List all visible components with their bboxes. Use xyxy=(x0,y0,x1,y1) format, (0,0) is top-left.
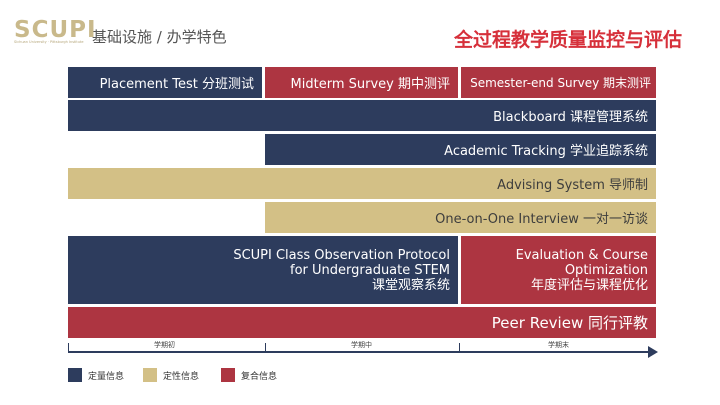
bar-label-line1: Evaluation & Course xyxy=(515,247,648,263)
section-title: 基础设施 / 办学特色 xyxy=(92,28,227,46)
phase-start-label: 学期初 xyxy=(154,341,175,349)
bar-evaluation-optimization: Evaluation & Course Optimization 年度评估与课程… xyxy=(461,236,656,304)
semester-timeline: 学期初 学期中 学期末 xyxy=(68,341,658,358)
legend-swatch xyxy=(68,368,82,382)
bar-label-line1: SCUPI Class Observation Protocol xyxy=(233,247,450,263)
bar-label: Placement Test 分班测试 xyxy=(99,77,254,92)
phase-end-label: 学期末 xyxy=(548,341,569,349)
scupi-logo: SCUPI Sichuan University · Pittsburgh In… xyxy=(14,17,97,46)
bar-advising-system: Advising System 导师制 xyxy=(68,168,656,199)
header: SCUPI Sichuan University · Pittsburgh In… xyxy=(0,0,720,60)
bar-midterm-survey: Midterm Survey 期中测评 xyxy=(265,67,458,98)
legend-label: 复合信息 xyxy=(241,372,278,382)
bar-semester-end-survey: Semester-end Survey 期末测评 xyxy=(461,67,656,98)
timeline-arrowhead xyxy=(648,346,658,358)
legend-swatch xyxy=(221,368,235,382)
bar-label: Peer Review 同行评教 xyxy=(491,314,648,332)
timeline-axis xyxy=(68,351,652,353)
bar-placement-test: Placement Test 分班测试 xyxy=(68,67,262,98)
bar-academic-tracking: Academic Tracking 学业追踪系统 xyxy=(265,134,656,165)
timeline-tick xyxy=(459,343,460,352)
bar-one-on-one-interview: One-on-One Interview 一对一访谈 xyxy=(265,202,656,233)
bar-label-line3: 年度评估与课程优化 xyxy=(530,277,648,293)
bar-blackboard: Blackboard 课程管理系统 xyxy=(68,100,656,131)
bar-label: Academic Tracking 学业追踪系统 xyxy=(444,144,648,159)
legend-label: 定性信息 xyxy=(163,372,200,382)
bar-peer-review: Peer Review 同行评教 xyxy=(68,307,656,338)
timeline-tick xyxy=(68,343,69,352)
bar-label-line2: Optimization xyxy=(564,262,648,278)
timeline-tick xyxy=(265,343,266,352)
bar-label-line2: for Undergraduate STEM xyxy=(290,262,450,278)
legend-label: 定量信息 xyxy=(88,372,125,382)
bar-label: One-on-One Interview 一对一访谈 xyxy=(435,212,648,227)
logo-mark: SCUPI xyxy=(14,17,97,43)
bar-label: Semester-end Survey 期末测评 xyxy=(470,76,651,90)
legend-swatch xyxy=(143,368,157,382)
bar-label: Advising System 导师制 xyxy=(497,178,648,193)
page-title: 全过程教学质量监控与评估 xyxy=(453,29,682,51)
bar-label: Midterm Survey 期中测评 xyxy=(290,77,450,92)
phase-mid-label: 学期中 xyxy=(351,341,372,349)
bar-class-observation: SCUPI Class Observation Protocol for Und… xyxy=(68,236,458,304)
bar-label-line3: 课堂观察系统 xyxy=(371,277,450,293)
logo-subtext: Sichuan University · Pittsburgh Institut… xyxy=(14,40,84,44)
bar-label: Blackboard 课程管理系统 xyxy=(493,110,648,125)
